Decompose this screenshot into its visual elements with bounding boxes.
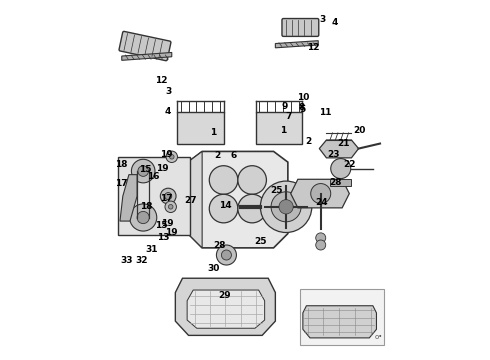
- Text: 25: 25: [270, 185, 283, 194]
- Text: 18: 18: [141, 202, 153, 211]
- Text: 19: 19: [161, 219, 173, 228]
- Text: 14: 14: [219, 201, 231, 210]
- Polygon shape: [188, 152, 288, 248]
- Text: 10: 10: [296, 93, 309, 102]
- Circle shape: [170, 154, 174, 159]
- Circle shape: [165, 201, 176, 212]
- Text: 27: 27: [184, 196, 197, 205]
- Circle shape: [166, 151, 177, 162]
- Text: 17: 17: [116, 179, 128, 188]
- Text: 25: 25: [254, 237, 266, 246]
- Circle shape: [137, 211, 149, 224]
- Text: o•: o•: [374, 334, 383, 340]
- FancyBboxPatch shape: [282, 18, 319, 36]
- Circle shape: [131, 159, 155, 183]
- Circle shape: [238, 166, 267, 194]
- Text: 29: 29: [218, 291, 231, 300]
- Text: 31: 31: [146, 245, 158, 254]
- Text: 22: 22: [343, 161, 356, 170]
- Polygon shape: [291, 179, 349, 208]
- Text: 6: 6: [230, 151, 237, 160]
- Text: 5: 5: [300, 105, 306, 114]
- Text: 7: 7: [285, 112, 292, 121]
- Polygon shape: [118, 157, 190, 235]
- Circle shape: [169, 204, 173, 209]
- Text: 1: 1: [280, 126, 287, 135]
- Circle shape: [316, 240, 326, 250]
- Text: 11: 11: [319, 108, 332, 117]
- Polygon shape: [256, 112, 302, 144]
- Polygon shape: [175, 278, 275, 336]
- Circle shape: [138, 166, 148, 176]
- Text: 28: 28: [213, 240, 225, 249]
- Text: 28: 28: [329, 178, 341, 187]
- Text: 23: 23: [327, 150, 340, 159]
- Text: 33: 33: [121, 256, 133, 265]
- Polygon shape: [303, 306, 376, 338]
- Text: 30: 30: [207, 264, 220, 273]
- Text: 24: 24: [316, 198, 328, 207]
- Circle shape: [165, 193, 172, 199]
- Text: 17: 17: [160, 194, 172, 203]
- Polygon shape: [275, 41, 318, 48]
- Polygon shape: [188, 152, 202, 248]
- Circle shape: [260, 181, 312, 233]
- Circle shape: [130, 204, 157, 231]
- Circle shape: [209, 194, 238, 223]
- Text: 19: 19: [166, 228, 178, 237]
- Text: 19: 19: [156, 164, 169, 173]
- Text: 3: 3: [165, 87, 172, 96]
- Text: 4: 4: [332, 18, 338, 27]
- Text: 15: 15: [155, 221, 167, 230]
- Circle shape: [311, 184, 331, 203]
- Circle shape: [279, 200, 293, 214]
- Text: 1: 1: [210, 129, 217, 138]
- Polygon shape: [177, 112, 223, 144]
- Polygon shape: [319, 140, 359, 158]
- Text: 12: 12: [307, 42, 320, 51]
- Text: 2: 2: [214, 151, 220, 160]
- FancyBboxPatch shape: [119, 31, 171, 61]
- Bar: [300, 289, 384, 345]
- Text: 18: 18: [116, 161, 128, 170]
- Circle shape: [316, 233, 326, 243]
- Circle shape: [217, 245, 237, 265]
- Polygon shape: [330, 179, 351, 186]
- Circle shape: [160, 188, 176, 204]
- Text: 2: 2: [305, 137, 312, 146]
- Text: 16: 16: [147, 172, 159, 181]
- Text: 21: 21: [337, 139, 349, 148]
- Text: 15: 15: [140, 165, 152, 174]
- Circle shape: [238, 194, 267, 223]
- Polygon shape: [187, 290, 265, 328]
- Text: 8: 8: [298, 103, 305, 112]
- Text: 20: 20: [353, 126, 366, 135]
- Circle shape: [221, 250, 231, 260]
- Text: 9: 9: [282, 102, 288, 111]
- Circle shape: [331, 158, 351, 179]
- Text: 19: 19: [160, 150, 172, 159]
- Text: 4: 4: [165, 107, 172, 116]
- Polygon shape: [122, 53, 172, 60]
- Text: 12: 12: [155, 76, 167, 85]
- Text: 13: 13: [157, 233, 170, 242]
- Circle shape: [271, 192, 301, 222]
- Text: 3: 3: [320, 15, 326, 24]
- Circle shape: [209, 166, 238, 194]
- Polygon shape: [120, 175, 137, 221]
- Text: 32: 32: [135, 256, 147, 265]
